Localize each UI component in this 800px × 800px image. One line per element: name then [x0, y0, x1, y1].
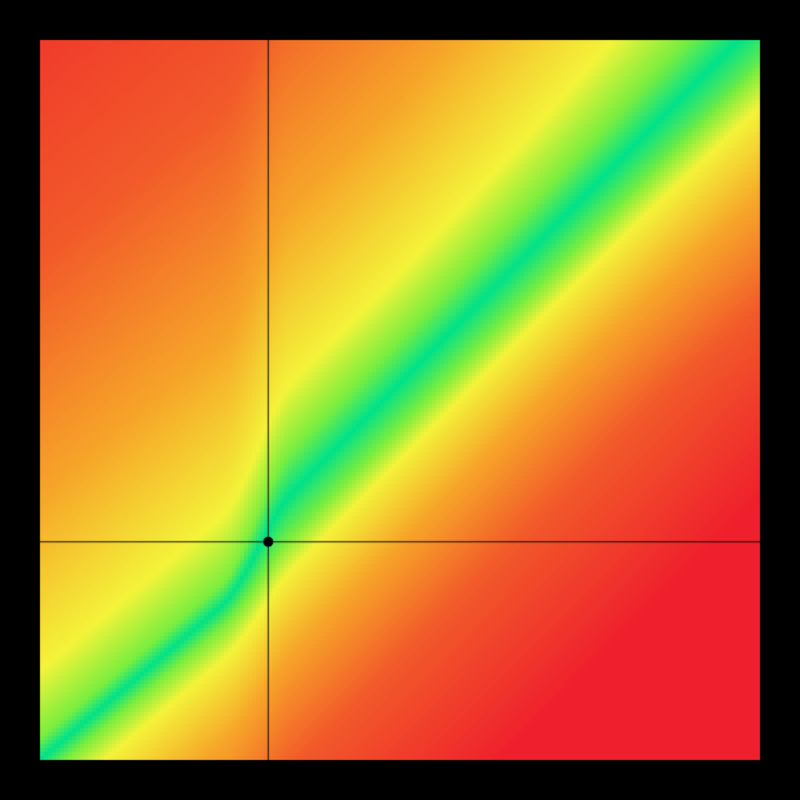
- bottleneck-heatmap: [0, 0, 800, 800]
- chart-container: TheBottleneck.com: [0, 0, 800, 800]
